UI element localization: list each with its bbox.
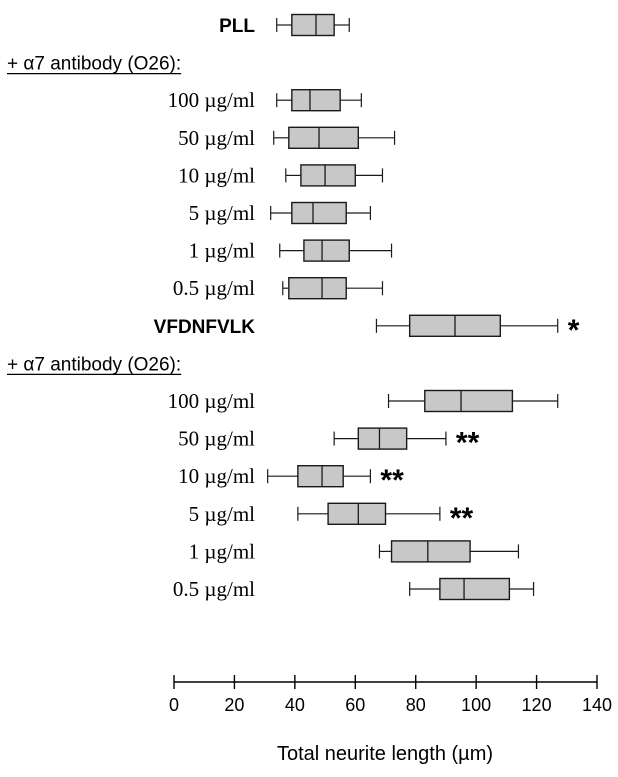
- row-4: 10 µg/ml: [178, 163, 384, 187]
- row-7: 0.5 µg/ml: [173, 276, 384, 300]
- row-0: PLL: [219, 13, 350, 37]
- x-tick-label: 120: [522, 695, 552, 715]
- dose-label: 1 µg/ml: [189, 539, 256, 563]
- iqr-box: [357, 427, 408, 450]
- dose-label: 100 µg/ml: [168, 88, 256, 112]
- condition-label: PLL: [219, 16, 255, 37]
- condition-label: VFDNFVLK: [154, 317, 256, 338]
- iqr-box: [291, 13, 335, 37]
- dose-label: 100 µg/ml: [168, 389, 256, 413]
- dose-label: 50 µg/ml: [178, 126, 255, 150]
- x-tick-label: 100: [461, 695, 491, 715]
- significance-marker: *: [568, 314, 580, 347]
- iqr-box: [288, 277, 347, 300]
- group-header-label: + α7 antibody (O26):: [7, 54, 181, 75]
- x-tick-label: 60: [345, 695, 365, 715]
- significance-marker: **: [450, 502, 474, 535]
- iqr-box: [303, 239, 350, 262]
- group-header-label: + α7 antibody (O26):: [7, 354, 181, 375]
- iqr-box: [291, 201, 347, 225]
- dose-label: 0.5 µg/ml: [173, 276, 255, 300]
- row-3: 50 µg/ml: [178, 126, 396, 150]
- x-tick-label: 40: [285, 695, 305, 715]
- row-8: VFDNFVLK *: [154, 314, 580, 347]
- row-1: + α7 antibody (O26):: [7, 54, 182, 75]
- dose-label: 10 µg/ml: [178, 464, 255, 488]
- row-13: 5 µg/ml **: [189, 502, 474, 535]
- iqr-box: [424, 389, 514, 413]
- x-tick-label: 140: [582, 695, 612, 715]
- iqr-box: [291, 88, 341, 112]
- row-5: 5 µg/ml: [189, 201, 371, 225]
- row-9: + α7 antibody (O26):: [7, 354, 182, 375]
- x-tick-label: 20: [224, 695, 244, 715]
- dose-label: 0.5 µg/ml: [173, 577, 255, 601]
- rows-layer: PLL + α7 antibody (O26): 100 µg/ml 50 µg/ml…: [7, 13, 580, 601]
- row-2: 100 µg/ml: [168, 88, 362, 112]
- dose-label: 5 µg/ml: [189, 502, 256, 526]
- iqr-box: [288, 126, 360, 150]
- x-tick-label: 80: [406, 695, 426, 715]
- dose-label: 50 µg/ml: [178, 427, 255, 451]
- x-axis-label: Total neurite length (µm): [277, 743, 493, 765]
- row-11: 50 µg/ml **: [178, 427, 479, 460]
- row-15: 0.5 µg/ml: [173, 577, 535, 601]
- significance-marker: **: [456, 427, 480, 460]
- iqr-box: [327, 502, 387, 525]
- dose-label: 1 µg/ml: [189, 239, 256, 263]
- significance-marker: **: [380, 464, 404, 497]
- row-10: 100 µg/ml: [168, 389, 559, 413]
- x-axis: 0 20 40 60 80 100 120 140: [169, 675, 612, 715]
- dose-label: 5 µg/ml: [189, 201, 256, 225]
- dose-label: 10 µg/ml: [178, 163, 255, 187]
- row-6: 1 µg/ml: [189, 239, 393, 263]
- x-tick-label: 0: [169, 695, 179, 715]
- row-12: 10 µg/ml **: [178, 464, 404, 497]
- iqr-box: [390, 540, 471, 563]
- row-14: 1 µg/ml: [189, 539, 520, 563]
- iqr-box: [300, 164, 356, 187]
- iqr-box: [297, 465, 344, 488]
- iqr-box: [439, 577, 511, 601]
